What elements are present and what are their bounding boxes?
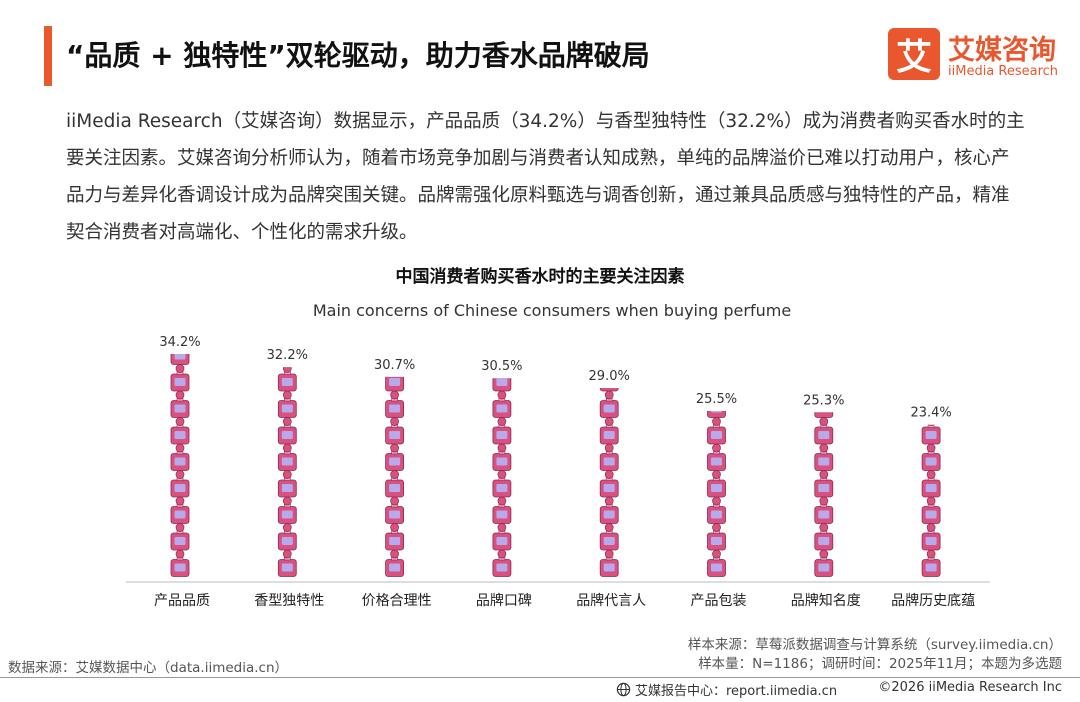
sample-source: 样本来源：草莓派数据调查与计算系统（survey.iimedia.cn） <box>687 637 1062 653</box>
category-label-1: 产品品质 <box>154 593 210 609</box>
globe-icon <box>616 682 631 697</box>
chart-title: 中国消费者购买香水时的主要关注因素 <box>396 266 685 287</box>
logo-name-cn: 艾媒咨询 <box>948 35 1056 66</box>
summary-paragraph: iiMedia Research（艾媒咨询）数据显示，产品品质（34.2%）与香… <box>66 111 1025 243</box>
bar-2 <box>277 367 297 577</box>
category-label-4: 品牌口碑 <box>476 592 532 609</box>
bar-6 <box>707 410 726 577</box>
value-label-3: 30.7% <box>374 358 415 373</box>
brand-logo: 艾 艾媒咨询 iiMedia Research <box>888 28 1068 84</box>
category-label-7: 品牌知名度 <box>791 592 861 609</box>
data-source: 数据来源：艾媒数据中心（data.iimedia.cn） <box>8 660 289 676</box>
bar-7 <box>814 412 834 577</box>
value-label-6: 25.5% <box>696 392 737 407</box>
category-label-8: 品牌历史底蕴 <box>891 592 975 609</box>
bars-group: 34.2% 产品品质 32.2% 香型独特性 30.7% 价格合理性 30.5% 品牌口碑 29… <box>154 335 975 609</box>
bar-8 <box>921 424 941 577</box>
bar-3 <box>385 376 405 577</box>
sample-size: 样本量：N=1186；调研时间：2025年11月；本题为多选题 <box>698 656 1062 672</box>
value-label-1: 34.2% <box>159 335 200 350</box>
logo-mark: 艾 <box>888 28 940 80</box>
bar-5 <box>599 388 619 577</box>
perfume-concerns-chart: 中国消费者购买香水时的主要关注因素 Main concerns of Chine… <box>126 266 990 609</box>
category-label-2: 香型独特性 <box>254 593 324 609</box>
report-center[interactable]: 艾媒报告中心：report.iimedia.cn <box>616 680 837 699</box>
bar-1 <box>170 354 190 577</box>
chart-subtitle: Main concerns of Chinese consumers when … <box>313 301 791 320</box>
value-label-5: 29.0% <box>589 369 630 384</box>
copyright: ©2026 iiMedia Research Inc <box>878 680 1062 695</box>
category-label-3: 价格合理性 <box>362 593 432 609</box>
value-label-8: 23.4% <box>910 406 951 421</box>
category-label-5: 品牌代言人 <box>576 592 646 609</box>
value-label-2: 32.2% <box>267 348 308 363</box>
bar-4 <box>492 378 512 577</box>
page-title: “品质 + 独特性”双轮驱动，助力香水品牌破局 <box>66 39 650 72</box>
footer-divider <box>0 677 1080 678</box>
category-label-6: 产品包装 <box>691 593 747 609</box>
report-center-link[interactable]: 艾媒报告中心：report.iimedia.cn <box>635 684 838 699</box>
sample-info: 样本来源：草莓派数据调查与计算系统（survey.iimedia.cn） 样本量… <box>688 636 1062 674</box>
value-label-7: 25.3% <box>803 393 844 408</box>
title-accent-bar <box>44 26 52 86</box>
value-label-4: 30.5% <box>481 359 522 374</box>
logo-name-en: iiMedia Research <box>948 64 1059 79</box>
